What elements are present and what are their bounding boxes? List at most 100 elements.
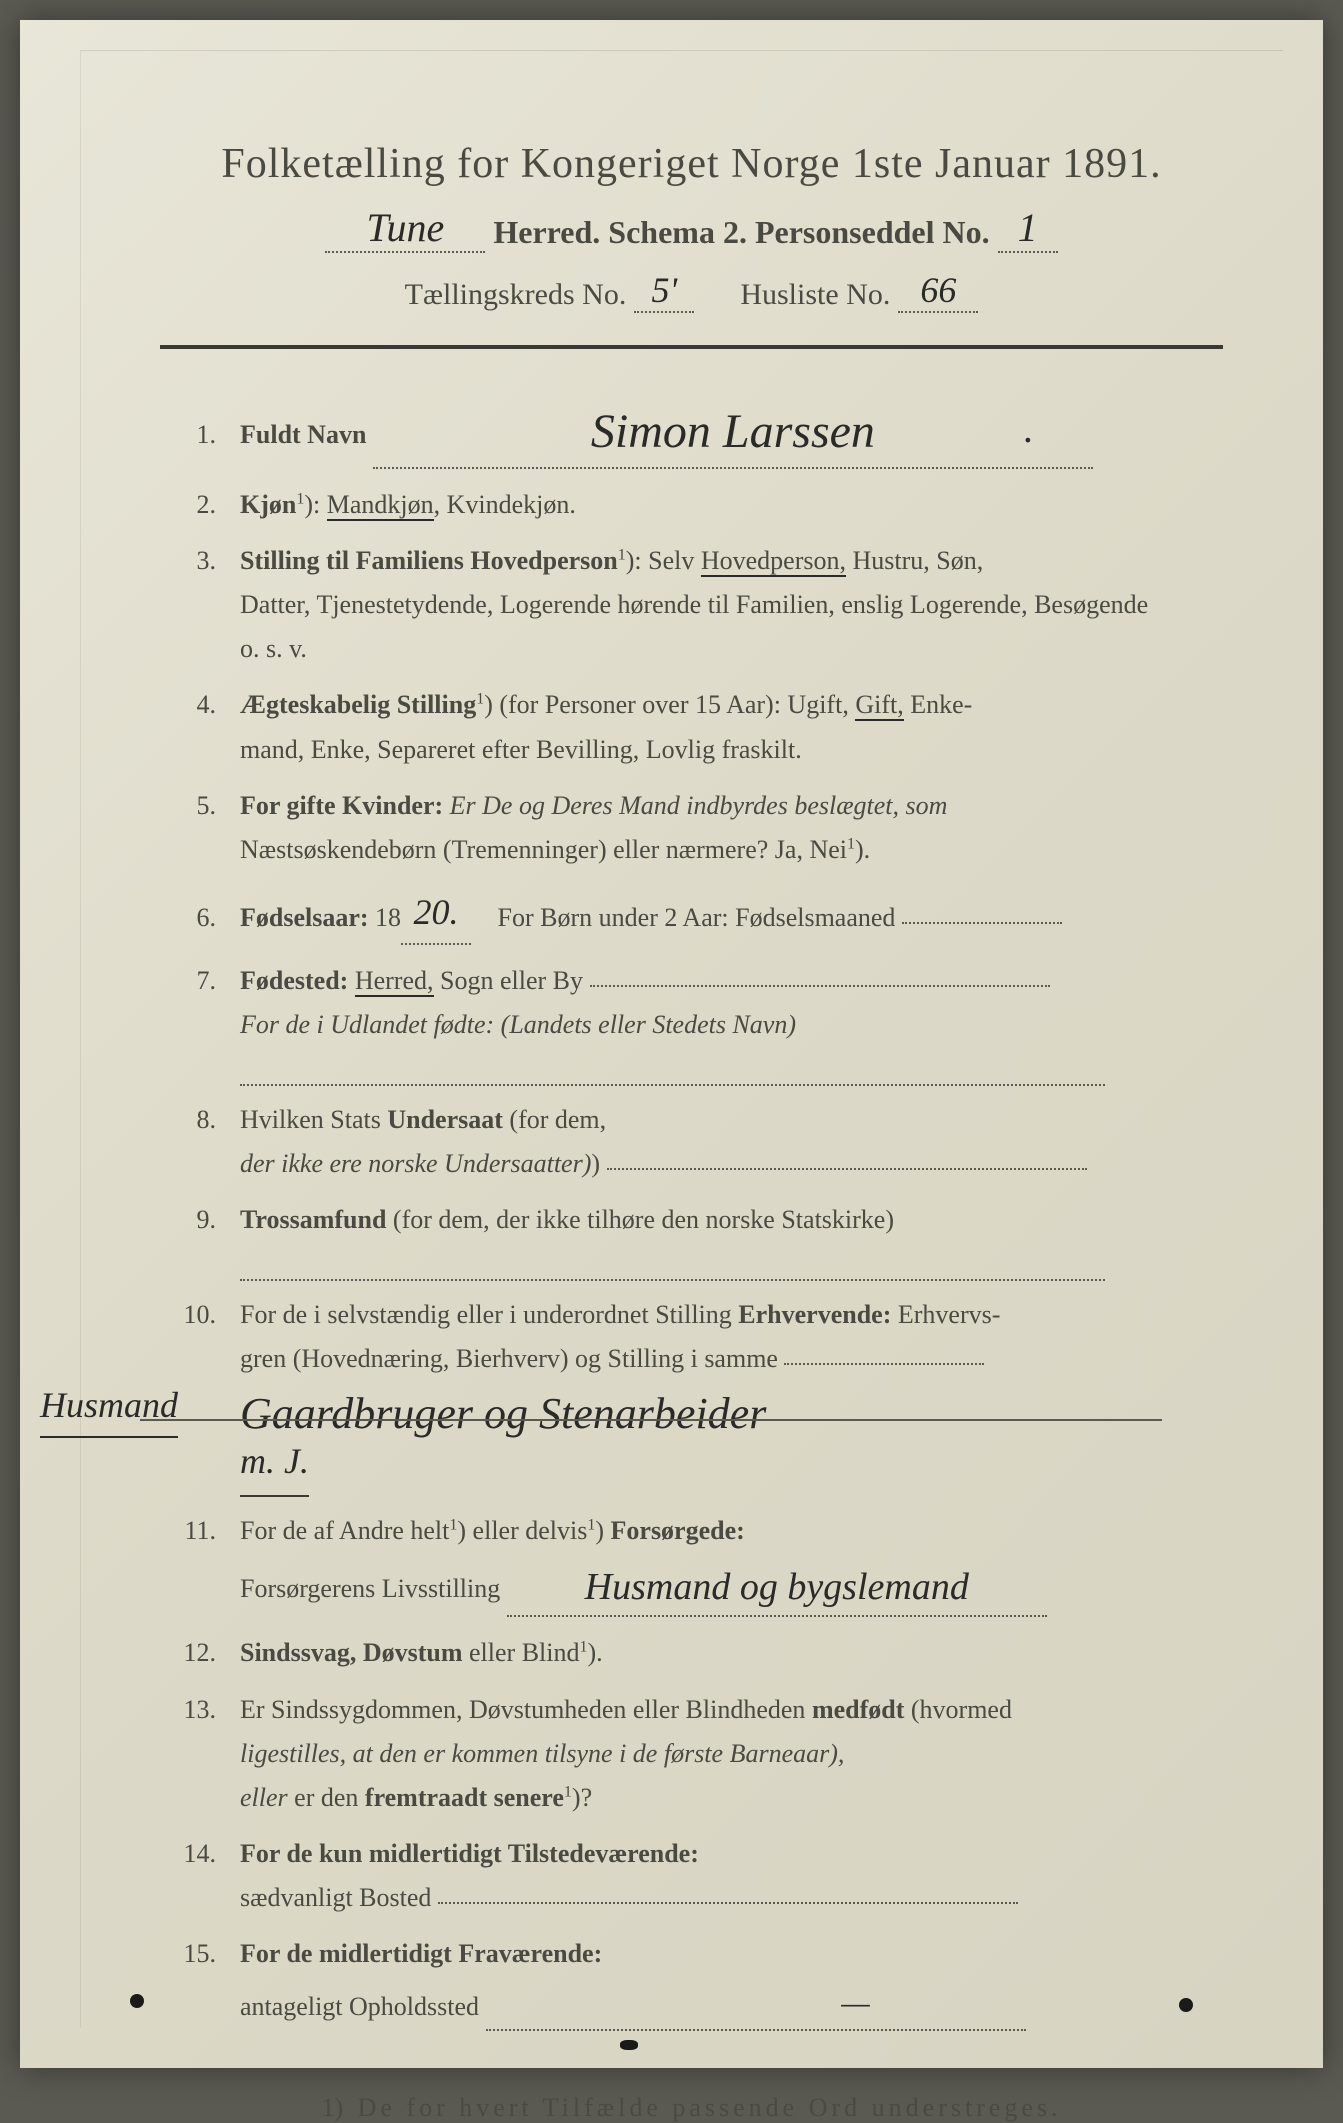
item-body: Kjøn1): Mandkjøn, Kvindekjøn. (240, 483, 1223, 527)
cont: Næstsøskendebørn (Tremenninger) eller næ… (240, 828, 1223, 872)
item-body: Hvilken Stats Undersaat (for dem, der ik… (240, 1098, 1223, 1186)
sup: 1 (618, 546, 626, 563)
occupation-hw-line: Gaardbruger og Stenarbeider (240, 1381, 1223, 1431)
year-prefix: 18 (375, 903, 401, 932)
citizenship-field (607, 1168, 1087, 1170)
label: Stilling til Familiens Hovedperson (240, 546, 618, 575)
text: (for dem, der ikke tilhøre den norske St… (393, 1205, 894, 1234)
item-body: Trossamfund (for dem, der ikke tilhøre d… (240, 1198, 1223, 1281)
census-form-page: Folketælling for Kongeriget Norge 1ste J… (20, 20, 1323, 2068)
provider-field: Husmand og bygslemand (507, 1551, 1047, 1618)
cont: antageligt Opholdssted — (240, 1977, 1223, 2033)
item-14: 14. For de kun midlertidigt Tilstedevære… (170, 1832, 1223, 1920)
item-num: 6. (170, 896, 240, 940)
item-1: 1. Fuldt Navn Simon Larssen . (170, 387, 1223, 471)
item-13: 13. Er Sindssygdommen, Døvstumheden elle… (170, 1688, 1223, 1821)
label: For gifte Kvinder: (240, 791, 443, 820)
item-body: For gifte Kvinder: Er De og Deres Mand i… (240, 784, 1223, 872)
item-3: 3. Stilling til Familiens Hovedperson1):… (170, 539, 1223, 672)
item-5: 5. For gifte Kvinder: Er De og Deres Man… (170, 784, 1223, 872)
label: Fødested: (240, 966, 348, 995)
label: Fuldt Navn (240, 420, 366, 449)
name-handwritten: Simon Larssen (591, 391, 875, 473)
item-num: 4. (170, 683, 240, 727)
item-7: 7. Fødested: Herred, Sogn eller By For d… (170, 959, 1223, 1086)
item-body: For de midlertidigt Fraværende: antageli… (240, 1932, 1223, 2033)
person-no-hw: 1 (998, 204, 1058, 253)
kreds-line: Tællingskreds No. 5' Husliste No. 66 (160, 271, 1223, 315)
birthplace-field (590, 985, 1050, 987)
item-num: 5. (170, 784, 240, 828)
item-num: 3. (170, 539, 240, 583)
husliste-no-hw: 66 (898, 269, 978, 313)
whereabouts-field: — (486, 1975, 1026, 2031)
item-body: Fødselsaar: 1820. For Børn under 2 Aar: … (240, 884, 1223, 947)
cont2: o. s. v. (240, 627, 1223, 671)
schema-label: Schema 2. (608, 214, 747, 251)
item-num: 7. (170, 959, 240, 1003)
footnote: 1) De for hvert Tilfælde passende Ord un… (160, 2093, 1223, 2123)
personseddel-label: Personseddel No. (755, 214, 990, 251)
underlined-herred: Herred, (355, 966, 434, 997)
item-num: 2. (170, 483, 240, 527)
item-body: Fuldt Navn Simon Larssen . (240, 387, 1223, 471)
underlined-gift: Gift, (855, 690, 903, 721)
born-text: For Børn under 2 Aar: Fødselsmaaned (498, 903, 896, 932)
herred-handwritten: Tune (325, 204, 485, 253)
religion-field (240, 1245, 1105, 1281)
item-body: Stilling til Familiens Hovedperson1): Se… (240, 539, 1223, 672)
item-6: 6. Fødselsaar: 1820. For Børn under 2 Aa… (170, 884, 1223, 947)
cont: For de i Udlandet fødte: (Landets eller … (240, 1003, 1223, 1047)
cont2: eller er den fremtraadt senere1)? (240, 1776, 1223, 1820)
item-num: 15. (170, 1932, 240, 1976)
usual-residence-field (438, 1902, 1018, 1904)
birth-month-field (902, 922, 1062, 924)
underlined-hovedperson: Hovedperson, (701, 546, 846, 577)
label: Ægteskabelig Stilling (240, 690, 476, 719)
occupation-field (784, 1363, 984, 1365)
ink-spot-icon (620, 2040, 638, 2050)
item-body: Er Sindssygdommen, Døvstumheden eller Bl… (240, 1688, 1223, 1821)
item-15: 15. For de midlertidigt Fraværende: anta… (170, 1932, 1223, 2033)
item-12: 12. Sindssvag, Døvstum eller Blind1). (170, 1631, 1223, 1675)
year-hw: 20. (401, 882, 471, 945)
item-9: 9. Trossamfund (for dem, der ikke tilhør… (170, 1198, 1223, 1281)
hw-underline (140, 1419, 1162, 1421)
sup: 1 (476, 691, 484, 708)
cont: der ikke ere norske Undersaatter)) (240, 1142, 1223, 1186)
dash-hw: — (841, 1975, 869, 2029)
item-num: 12. (170, 1631, 240, 1675)
herred-label: Herred. (493, 214, 600, 251)
item-10: 10. For de i selvstændig eller i underor… (170, 1293, 1223, 1497)
occupation-hw2: m. J. (240, 1431, 309, 1496)
item-body: Ægteskabelig Stilling1) (for Personer ov… (240, 683, 1223, 771)
cont: Datter, Tjenestetydende, Logerende høren… (240, 583, 1223, 627)
item-body: Sindssvag, Døvstum eller Blind1). (240, 1631, 1223, 1675)
husliste-label: Husliste No. (740, 278, 890, 312)
ink-spot-icon (130, 1994, 144, 2008)
cont: Forsørgerens Livsstilling Husmand og byg… (240, 1553, 1223, 1620)
item-num: 9. (170, 1198, 240, 1242)
name-field: Simon Larssen . (373, 385, 1093, 469)
herred-line: Tune Herred. Schema 2. Personseddel No. … (160, 206, 1223, 255)
main-title: Folketælling for Kongeriget Norge 1ste J… (160, 140, 1223, 188)
label: For de midlertidigt Fraværende: (240, 1939, 602, 1968)
item-num: 8. (170, 1098, 240, 1142)
item-num: 11. (170, 1509, 240, 1553)
item-body: Fødested: Herred, Sogn eller By For de i… (240, 959, 1223, 1086)
item-2: 2. Kjøn1): Mandkjøn, Kvindekjøn. (170, 483, 1223, 527)
cont: mand, Enke, Separeret efter Bevilling, L… (240, 728, 1223, 772)
kreds-label: Tællingskreds No. (405, 278, 627, 312)
item-body: For de kun midlertidigt Tilstedeværende:… (240, 1832, 1223, 1920)
cont: gren (Hovednæring, Bierhverv) og Stillin… (240, 1337, 1223, 1381)
item-body: For de i selvstændig eller i underordnet… (240, 1293, 1223, 1497)
item-8: 8. Hvilken Stats Undersaat (for dem, der… (170, 1098, 1223, 1186)
label: Kjøn (240, 490, 296, 519)
label: Fødselsaar: (240, 903, 369, 932)
item-num: 14. (170, 1832, 240, 1876)
header-rule (160, 345, 1223, 349)
label: Trossamfund (240, 1205, 386, 1234)
provider-hw: Husmand og bygslemand (585, 1555, 969, 1620)
margin-husmand: Husmand (40, 1375, 178, 1438)
item-num: 10. (170, 1293, 240, 1337)
